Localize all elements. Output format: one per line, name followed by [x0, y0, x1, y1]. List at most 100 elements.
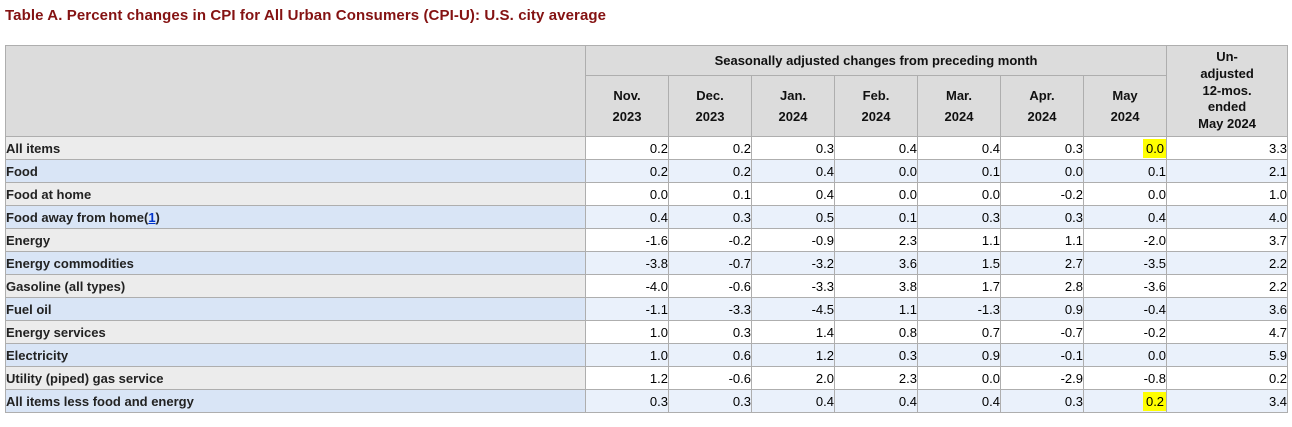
value-cell: 1.1 — [834, 297, 918, 321]
table-row: Food at home 0.0 0.1 0.4 0.0 0.0 -0.2 0.0 1.0 — [5, 182, 1289, 206]
value-cell: 0.3 — [917, 205, 1001, 229]
value-cell: 0.3 — [1000, 389, 1084, 413]
value-cell: 1.2 — [751, 343, 835, 367]
cpi-table: Seasonally adjusted changes from precedi… — [5, 45, 1289, 413]
value-cell: -0.2 — [1082, 320, 1168, 344]
value-cell: 0.2 — [585, 136, 669, 160]
value-cell: 0.3 — [1000, 136, 1084, 160]
value-cell: 1.0 — [1166, 182, 1289, 206]
footnote-link[interactable]: 1 — [148, 209, 156, 225]
value-cell: 0.1 — [668, 182, 752, 206]
value-cell: 0.1 — [834, 205, 918, 229]
value-cell: -0.6 — [668, 366, 752, 390]
table-row: Electricity 1.0 0.6 1.2 0.3 0.9 -0.1 0.0 5.9 — [5, 343, 1289, 367]
value-cell: 0.0 — [917, 366, 1001, 390]
value-cell: -3.6 — [1082, 274, 1168, 298]
row-label: Electricity — [5, 343, 586, 367]
value-cell: 0.2 — [585, 159, 669, 183]
value-cell: 0.4 — [751, 389, 835, 413]
stub-header-cell — [5, 45, 586, 137]
table-row: Energy -1.6 -0.2 -0.9 2.3 1.1 1.1 -2.0 3.7 — [5, 228, 1289, 252]
value-cell: -2.0 — [1082, 228, 1168, 252]
value-cell: 2.2 — [1166, 251, 1289, 275]
value-cell: 0.2 — [668, 159, 752, 183]
value-cell: 0.0 — [834, 159, 918, 183]
value-cell: 0.1 — [1082, 159, 1168, 183]
value-cell: 5.9 — [1166, 343, 1289, 367]
value-cell: -3.3 — [668, 297, 752, 321]
table-header: Seasonally adjusted changes from precedi… — [5, 45, 1289, 137]
table-row: Food 0.2 0.2 0.4 0.0 0.1 0.0 0.1 2.1 — [5, 159, 1289, 183]
value-cell: -4.5 — [751, 297, 835, 321]
value-cell: 0.5 — [751, 205, 835, 229]
value-cell: 0.3 — [834, 343, 918, 367]
table-row: Fuel oil -1.1 -3.3 -4.5 1.1 -1.3 0.9 -0.4 3.6 — [5, 297, 1289, 321]
value-cell: -0.9 — [751, 228, 835, 252]
value-cell: 0.2 — [1082, 389, 1168, 413]
value-cell: 0.4 — [751, 159, 835, 183]
value-cell: -0.7 — [668, 251, 752, 275]
value-cell: -0.8 — [1082, 366, 1168, 390]
column-header-mar-2024: Mar. 2024 — [917, 75, 1001, 137]
value-cell: 1.4 — [751, 320, 835, 344]
value-cell: 0.3 — [668, 205, 752, 229]
table-row: Gasoline (all types) -4.0 -0.6 -3.3 3.8 1.7 2.… — [5, 274, 1289, 298]
value-cell: 2.8 — [1000, 274, 1084, 298]
value-cell: 4.7 — [1166, 320, 1289, 344]
value-cell: 3.7 — [1166, 228, 1289, 252]
value-cell: 0.7 — [917, 320, 1001, 344]
value-cell: 0.0 — [1082, 182, 1168, 206]
column-header-may-2024: May 2024 — [1082, 75, 1168, 137]
value-cell: 2.2 — [1166, 274, 1289, 298]
value-cell: -0.4 — [1082, 297, 1168, 321]
value-cell: -0.1 — [1000, 343, 1084, 367]
value-cell: 0.3 — [751, 136, 835, 160]
table-row: All items 0.2 0.2 0.3 0.4 0.4 0.3 0.0 3.3 — [5, 136, 1289, 160]
column-header-apr-2024: Apr. 2024 — [1000, 75, 1084, 137]
value-cell: -3.2 — [751, 251, 835, 275]
value-cell: 0.3 — [668, 320, 752, 344]
seasonally-adjusted-header: Seasonally adjusted changes from precedi… — [584, 45, 1168, 76]
row-label: All items less food and energy — [5, 389, 586, 413]
value-cell: 0.3 — [668, 389, 752, 413]
table-row: All items less food and energy 0.3 0.3 0.4 0… — [5, 389, 1289, 413]
value-cell: 0.4 — [834, 136, 918, 160]
row-label: Food at home — [5, 182, 586, 206]
value-cell: 0.0 — [1082, 136, 1168, 160]
value-cell: -2.9 — [1000, 366, 1084, 390]
value-cell: 0.0 — [585, 182, 669, 206]
value-cell: 0.1 — [917, 159, 1001, 183]
value-cell: 0.0 — [1000, 159, 1084, 183]
value-cell: 0.0 — [834, 182, 918, 206]
value-cell: 0.2 — [668, 136, 752, 160]
row-label: Energy services — [5, 320, 586, 344]
value-cell: -0.2 — [668, 228, 752, 252]
column-header-feb-2024: Feb. 2024 — [834, 75, 918, 137]
value-cell: -3.8 — [585, 251, 669, 275]
highlighted-value: 0.2 — [1142, 391, 1167, 411]
value-cell: 0.4 — [917, 136, 1001, 160]
value-cell: 0.3 — [1000, 205, 1084, 229]
value-cell: 0.2 — [1166, 366, 1289, 390]
value-cell: -1.1 — [585, 297, 669, 321]
row-label: Food away from home(1) — [5, 205, 586, 229]
value-cell: 0.3 — [585, 389, 669, 413]
value-cell: 0.4 — [751, 182, 835, 206]
value-cell: 0.4 — [834, 389, 918, 413]
value-cell: 1.0 — [585, 343, 669, 367]
row-label: Food — [5, 159, 586, 183]
row-label: All items — [5, 136, 586, 160]
value-cell: 1.2 — [585, 366, 669, 390]
value-cell: -0.7 — [1000, 320, 1084, 344]
value-cell: -4.0 — [585, 274, 669, 298]
row-label: Gasoline (all types) — [5, 274, 586, 298]
value-cell: -3.5 — [1082, 251, 1168, 275]
table-row: Energy services 1.0 0.3 1.4 0.8 0.7 -0.7 -0.2 4.… — [5, 320, 1289, 344]
row-label: Energy — [5, 228, 586, 252]
value-cell: 3.6 — [834, 251, 918, 275]
row-label: Fuel oil — [5, 297, 586, 321]
value-cell: 0.9 — [917, 343, 1001, 367]
column-header-jan-2024: Jan. 2024 — [751, 75, 835, 137]
value-cell: 0.4 — [585, 205, 669, 229]
